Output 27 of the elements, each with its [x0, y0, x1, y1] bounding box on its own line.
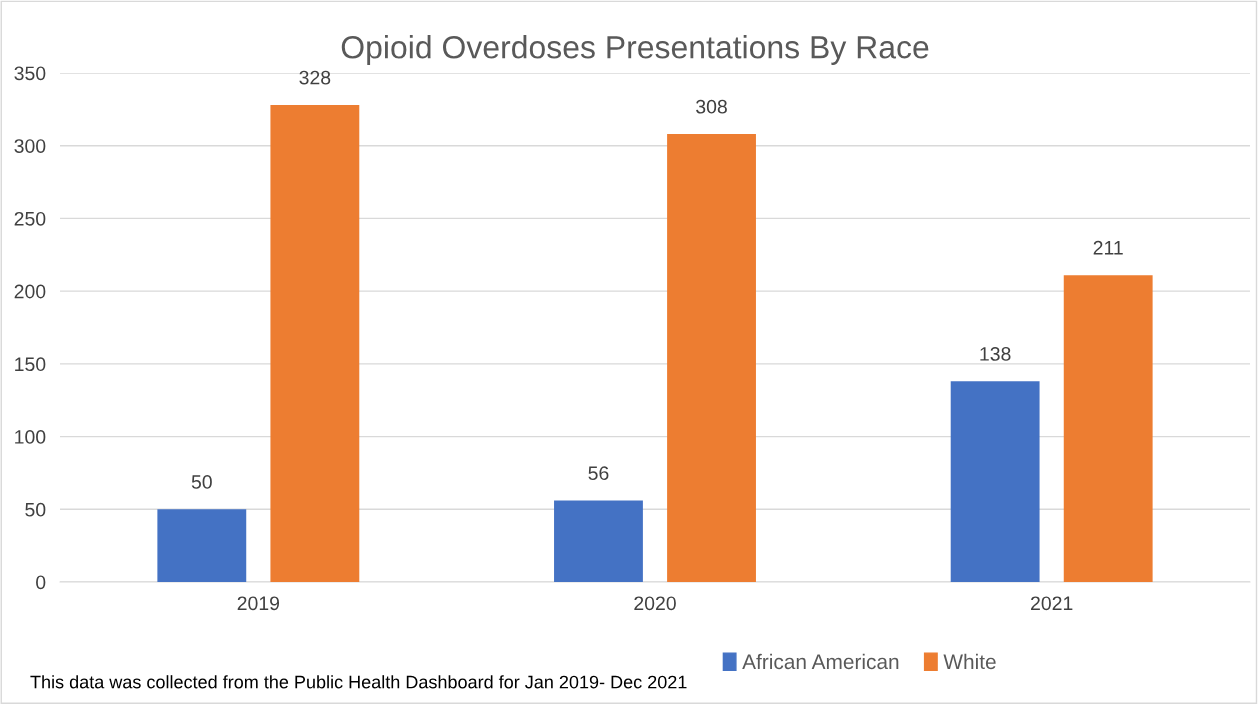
- y-tick-label: 150: [15, 357, 46, 372]
- bar: [270, 104, 360, 582]
- x-tick-label: 2019: [237, 596, 280, 611]
- bar: [667, 134, 756, 582]
- data-label: 50: [191, 475, 212, 489]
- y-tick-label: 100: [15, 430, 46, 444]
- data-label: 56: [588, 466, 609, 481]
- y-tick-label: 350: [14, 66, 46, 81]
- data-label: 138: [980, 347, 1011, 361]
- legend-label: African American: [742, 653, 899, 670]
- x-tick-label: 2020: [634, 596, 676, 611]
- y-tick-label: 300: [14, 139, 46, 153]
- bar: [1063, 275, 1153, 582]
- chart-title: Opioid Overdoses Presentations By Race: [341, 35, 929, 65]
- y-tick-label: 50: [25, 502, 46, 517]
- bar: [950, 381, 1040, 582]
- text: This data was collected from the Public Health Dashboard for Jan 2019- Dec 2021: [30, 675, 687, 689]
- data-label: 308: [696, 99, 727, 114]
- y-tick-label: 0: [36, 575, 46, 590]
- y-tick-label: 250: [14, 211, 46, 226]
- bar: [157, 509, 247, 582]
- data-label: 211: [1093, 240, 1123, 255]
- data-label: 328: [299, 70, 331, 85]
- bar: [554, 500, 643, 582]
- legend-label: White: [943, 653, 996, 670]
- x-tick-label: 2021: [1031, 596, 1073, 611]
- y-tick-label: 200: [14, 284, 46, 299]
